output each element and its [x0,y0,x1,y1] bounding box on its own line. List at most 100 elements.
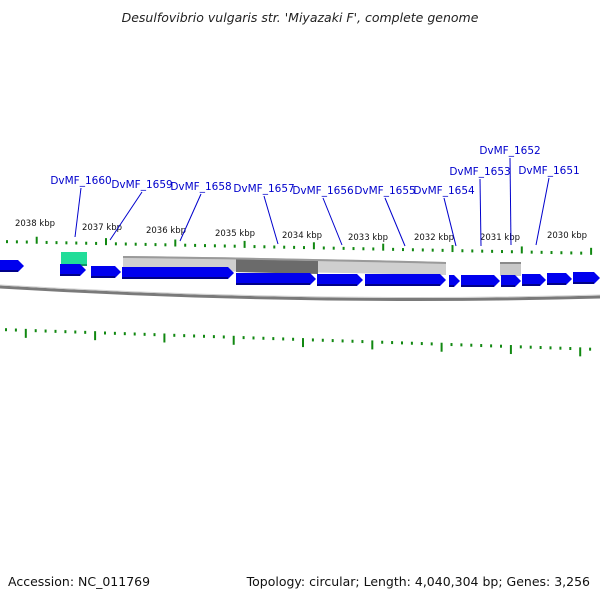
gene-arrow-shadow [60,274,80,276]
gene-leader-line [263,195,279,245]
minor-tick [184,243,187,247]
feature-segment [500,262,521,276]
minor-tick [471,249,474,253]
minor-tick [401,341,403,345]
minor-tick [341,339,344,343]
minor-tick [519,345,522,349]
minor-tick [272,337,275,341]
gene-leader-line [384,197,406,247]
kbp-label: 2036 kbp [146,226,186,236]
minor-tick [321,338,324,342]
minor-tick [144,242,147,246]
minor-tick [133,332,136,336]
minor-tick [402,248,404,252]
minor-tick [559,346,562,350]
gene-arrow [0,260,24,272]
minor-tick [242,336,245,340]
gene-label[interactable]: DvMF_1655 [354,185,415,197]
minor-tick [104,331,106,335]
kbp-label: 2035 kbp [215,229,255,239]
minor-tick [193,334,196,338]
gene-label[interactable]: DvMF_1651 [518,165,579,177]
gene-leader-line [509,157,512,246]
minor-tick [85,241,88,245]
minor-tick [114,242,117,246]
gene-arrow [317,274,363,286]
minor-tick [480,344,483,348]
minor-tick [203,334,205,338]
minor-tick [6,240,8,244]
minor-tick [352,247,355,251]
minor-tick [441,248,444,252]
gene-label[interactable]: DvMF_1656 [292,185,354,197]
minor-tick [212,335,215,339]
minor-tick [153,333,156,337]
minor-tick [54,329,57,333]
minor-tick [14,328,17,332]
kbp-label: 2038 kbp [15,219,55,229]
minor-tick [282,337,285,341]
minor-tick [55,241,58,245]
gene-label[interactable]: DvMF_1658 [170,181,231,193]
gene-arrow [501,275,521,287]
minor-tick [589,347,592,351]
minor-tick [113,331,116,335]
minor-tick [421,248,424,252]
gene-label[interactable]: DvMF_1659 [111,179,172,191]
major-tick [440,342,443,352]
minor-tick [45,240,48,244]
minor-tick [252,336,255,340]
genome-backbone-highlight [0,284,600,298]
gene-leader-line [322,197,343,246]
gene-leader-line [535,177,550,246]
kbp-label-track: 2038 kbp 2037 kbp 2036 kbp 2035 kbp 2034 kbp… [15,219,587,243]
gene-label[interactable]: DvMF_1652 [479,145,540,157]
kbp-label: 2031 kbp [480,233,520,243]
minor-tick [550,251,553,255]
gene-label[interactable]: DvMF_1654 [413,185,475,197]
minor-tick [331,339,334,343]
outer-tick-track [6,236,593,255]
major-tick [509,345,512,355]
minor-tick [431,248,434,252]
gene-arrow-shadow [122,277,228,279]
gene-arrow [236,273,316,285]
minor-tick [569,347,572,351]
gene-track [0,260,600,287]
gene-arrow-shadow [236,283,310,285]
minor-tick [460,343,463,347]
minor-tick [283,245,286,249]
gene-arrow [122,267,234,279]
major-tick [302,338,304,348]
minor-tick [194,243,197,247]
gene-label[interactable]: DvMF_1660 [50,175,111,187]
accession-label: Accession: NC_011769 [8,574,151,589]
inner-tick-track [5,328,592,357]
minor-tick [539,346,542,350]
minor-tick [311,338,314,342]
minor-tick [361,340,364,344]
minor-tick [322,246,325,250]
gene-label[interactable]: DvMF_1653 [449,166,510,178]
gene-arrow [449,275,460,287]
gene-arrow-shadow [547,283,566,285]
gene-arrow-shadow [449,285,454,287]
genome-backbone [0,285,600,301]
major-tick [243,240,246,248]
minor-tick [411,248,414,252]
minor-tick [450,343,453,347]
minor-tick [253,245,256,249]
minor-tick [530,250,533,254]
minor-tick [342,246,345,250]
minor-tick [500,344,502,348]
gene-label[interactable]: DvMF_1657 [233,183,294,195]
minor-tick [75,241,78,245]
gene-arrow [522,274,546,286]
minor-tick [34,329,37,333]
major-tick [163,333,166,343]
kbp-label: 2030 kbp [547,231,587,241]
gene-arrow-shadow [0,270,18,272]
minor-tick [570,251,573,255]
genome-summary: Topology: circular; Length: 4,040,304 bp… [246,574,590,589]
